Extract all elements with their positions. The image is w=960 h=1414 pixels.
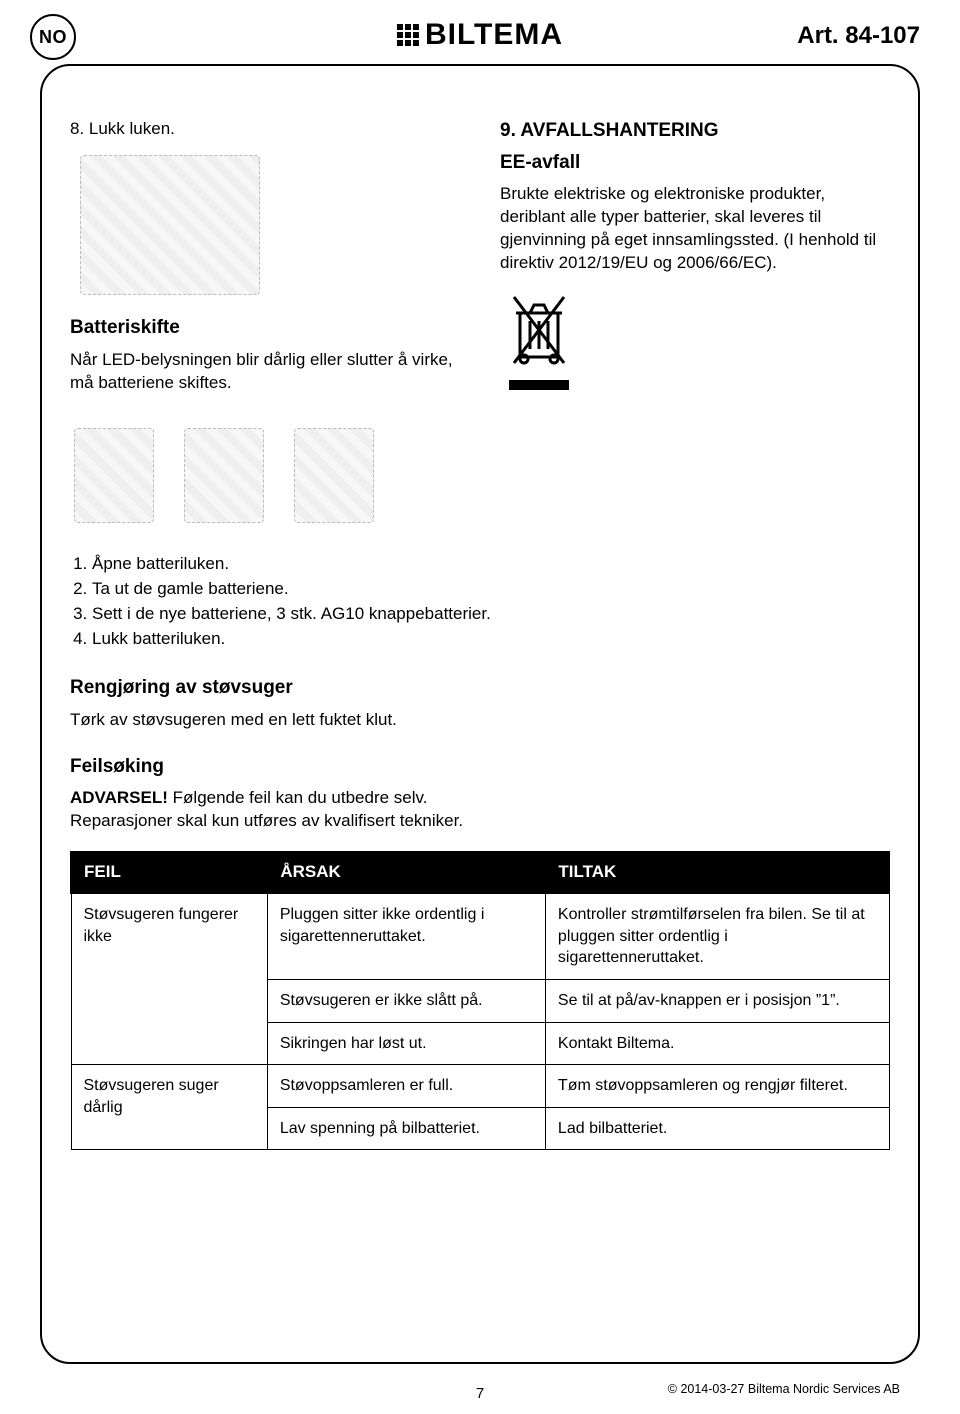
table-row: Støvsugeren fungerer ikke Pluggen sitter… — [71, 893, 889, 979]
language-badge: NO — [30, 14, 76, 60]
logo-grid-icon — [397, 24, 419, 46]
weee-bar-icon — [509, 380, 569, 390]
cell-arsak: Lav spenning på bilbatteriet. — [267, 1107, 545, 1150]
cell-arsak: Pluggen sitter ikke ordentlig i sigarett… — [267, 893, 545, 979]
battery-step-illustration-3 — [294, 428, 374, 523]
page-number-wrap: 7 — [466, 1385, 494, 1402]
list-item: Lukk batteriluken. — [92, 628, 510, 651]
brand-logo: BILTEMA — [397, 18, 563, 52]
disposal-heading: 9. AVFALLSHANTERING — [500, 118, 890, 144]
table-header-tiltak: TILTAK — [545, 852, 889, 893]
list-item: Åpne batteriluken. — [92, 553, 510, 576]
cell-feil: Støvsugeren fungerer ikke — [71, 893, 267, 1064]
list-item: Sett i de nye batteriene, 3 stk. AG10 kn… — [92, 603, 510, 626]
table-row: Støvsugeren suger dårlig Støvoppsamleren… — [71, 1065, 889, 1108]
table-header-arsak: ÅRSAK — [267, 852, 545, 893]
table-header-row: FEIL ÅRSAK TILTAK — [71, 852, 889, 893]
troubleshoot-heading: Feilsøking — [70, 754, 510, 780]
cell-tiltak: Tøm støvoppsamleren og rengjør filteret. — [545, 1065, 889, 1108]
cleaning-text: Tørk av støvsugeren med en lett fuktet k… — [70, 709, 510, 732]
warning-label: ADVARSEL! — [70, 788, 168, 807]
list-item: Ta ut de gamle batteriene. — [92, 578, 510, 601]
cell-tiltak: Lad bilbatteriet. — [545, 1107, 889, 1150]
disposal-paragraph: Brukte elektriske og elektroniske produk… — [500, 183, 890, 275]
troubleshoot-warning: ADVARSEL! Følgende feil kan du utbedre s… — [70, 787, 510, 833]
cell-arsak: Støvsugeren er ikke slått på. — [267, 980, 545, 1023]
disposal-subheading: EE-avfall — [500, 150, 890, 176]
article-number: Art. 84-107 — [797, 22, 920, 50]
cell-tiltak: Kontakt Biltema. — [545, 1022, 889, 1065]
cell-arsak: Sikringen har løst ut. — [267, 1022, 545, 1065]
battery-step-illustration-1 — [74, 428, 154, 523]
table-header-feil: FEIL — [71, 852, 267, 893]
cleaning-heading: Rengjøring av støvsuger — [70, 675, 510, 701]
copyright-text: © 2014-03-27 Biltema Nordic Services AB — [668, 1382, 900, 1396]
battery-change-heading: Batteriskifte — [70, 315, 460, 341]
cell-tiltak: Se til at på/av-knappen er i posisjon ”1… — [545, 980, 889, 1023]
cell-feil: Støvsugeren suger dårlig — [71, 1065, 267, 1150]
weee-icon — [504, 291, 574, 381]
troubleshoot-table: FEIL ÅRSAK TILTAK Støvsugeren fungerer i… — [70, 851, 890, 1150]
battery-steps-list: Åpne batteriluken. Ta ut de gamle batter… — [70, 553, 510, 651]
brand-logo-text: BILTEMA — [425, 18, 563, 52]
lid-illustration — [80, 155, 260, 295]
cell-tiltak: Kontroller strømtilførselen fra bilen. S… — [545, 893, 889, 979]
step-8-text: 8. Lukk luken. — [70, 118, 460, 141]
page-number: 7 — [476, 1385, 484, 1402]
battery-change-intro: Når LED-belysningen blir dårlig eller sl… — [70, 349, 460, 395]
battery-step-illustration-2 — [184, 428, 264, 523]
cell-arsak: Støvoppsamleren er full. — [267, 1065, 545, 1108]
